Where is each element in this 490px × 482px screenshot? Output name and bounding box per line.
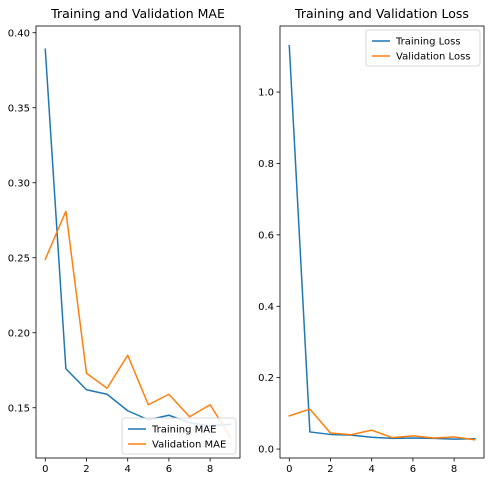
chart-panel-2: Training and Validation Loss 0 2 4 6 8 0.0 0.2 0… xyxy=(258,6,485,475)
y-tick-label: 0.6 xyxy=(258,230,274,241)
series-line-1 xyxy=(288,44,476,440)
legend: Training Loss Validation Loss xyxy=(365,29,481,67)
y-tick-label: 0.40 xyxy=(8,28,30,39)
chart-title: Training and Validation Loss xyxy=(294,6,469,21)
y-tick-label: 0.0 xyxy=(258,445,274,456)
legend-label-1: Training Loss xyxy=(395,37,461,48)
x-tick-label: 0 xyxy=(42,464,48,475)
x-tick-label: 8 xyxy=(207,464,213,475)
chart-panel-1: Training and Validation MAE 0 2 4 6 8 0.15 0.20… xyxy=(8,6,241,475)
legend: Training MAE Validation MAE xyxy=(121,417,237,455)
x-tick-label: 4 xyxy=(369,464,375,475)
plot-area-frame xyxy=(35,25,241,459)
series-line-2 xyxy=(44,210,232,439)
y-tick-label: 0.20 xyxy=(8,328,30,339)
x-tick-label: 8 xyxy=(451,464,457,475)
series-line-2 xyxy=(288,408,476,441)
x-tick-label: 0 xyxy=(286,464,292,475)
y-tick-label: 0.8 xyxy=(258,159,274,170)
x-tick-label: 6 xyxy=(166,464,172,475)
legend-label-1: Training MAE xyxy=(151,425,216,436)
y-tick-label: 0.2 xyxy=(258,373,274,384)
chart-title: Training and Validation MAE xyxy=(50,6,225,21)
plot-area-frame xyxy=(279,25,485,459)
legend-box xyxy=(121,417,237,455)
legend-label-2: Validation Loss xyxy=(396,52,471,63)
y-tick-label: 0.35 xyxy=(8,103,30,114)
x-tick-label: 2 xyxy=(327,464,333,475)
y-tick-label: 0.15 xyxy=(8,403,30,414)
legend-box xyxy=(365,29,481,67)
y-tick-label: 0.25 xyxy=(8,253,30,264)
x-tick-label: 2 xyxy=(83,464,89,475)
legend-label-2: Validation MAE xyxy=(152,440,226,451)
y-tick-label: 1.0 xyxy=(258,88,274,99)
x-tick-label: 6 xyxy=(410,464,416,475)
x-tick-label: 4 xyxy=(125,464,131,475)
series-line-1 xyxy=(44,48,232,427)
y-tick-label: 0.4 xyxy=(258,302,274,313)
y-tick-label: 0.30 xyxy=(8,178,30,189)
